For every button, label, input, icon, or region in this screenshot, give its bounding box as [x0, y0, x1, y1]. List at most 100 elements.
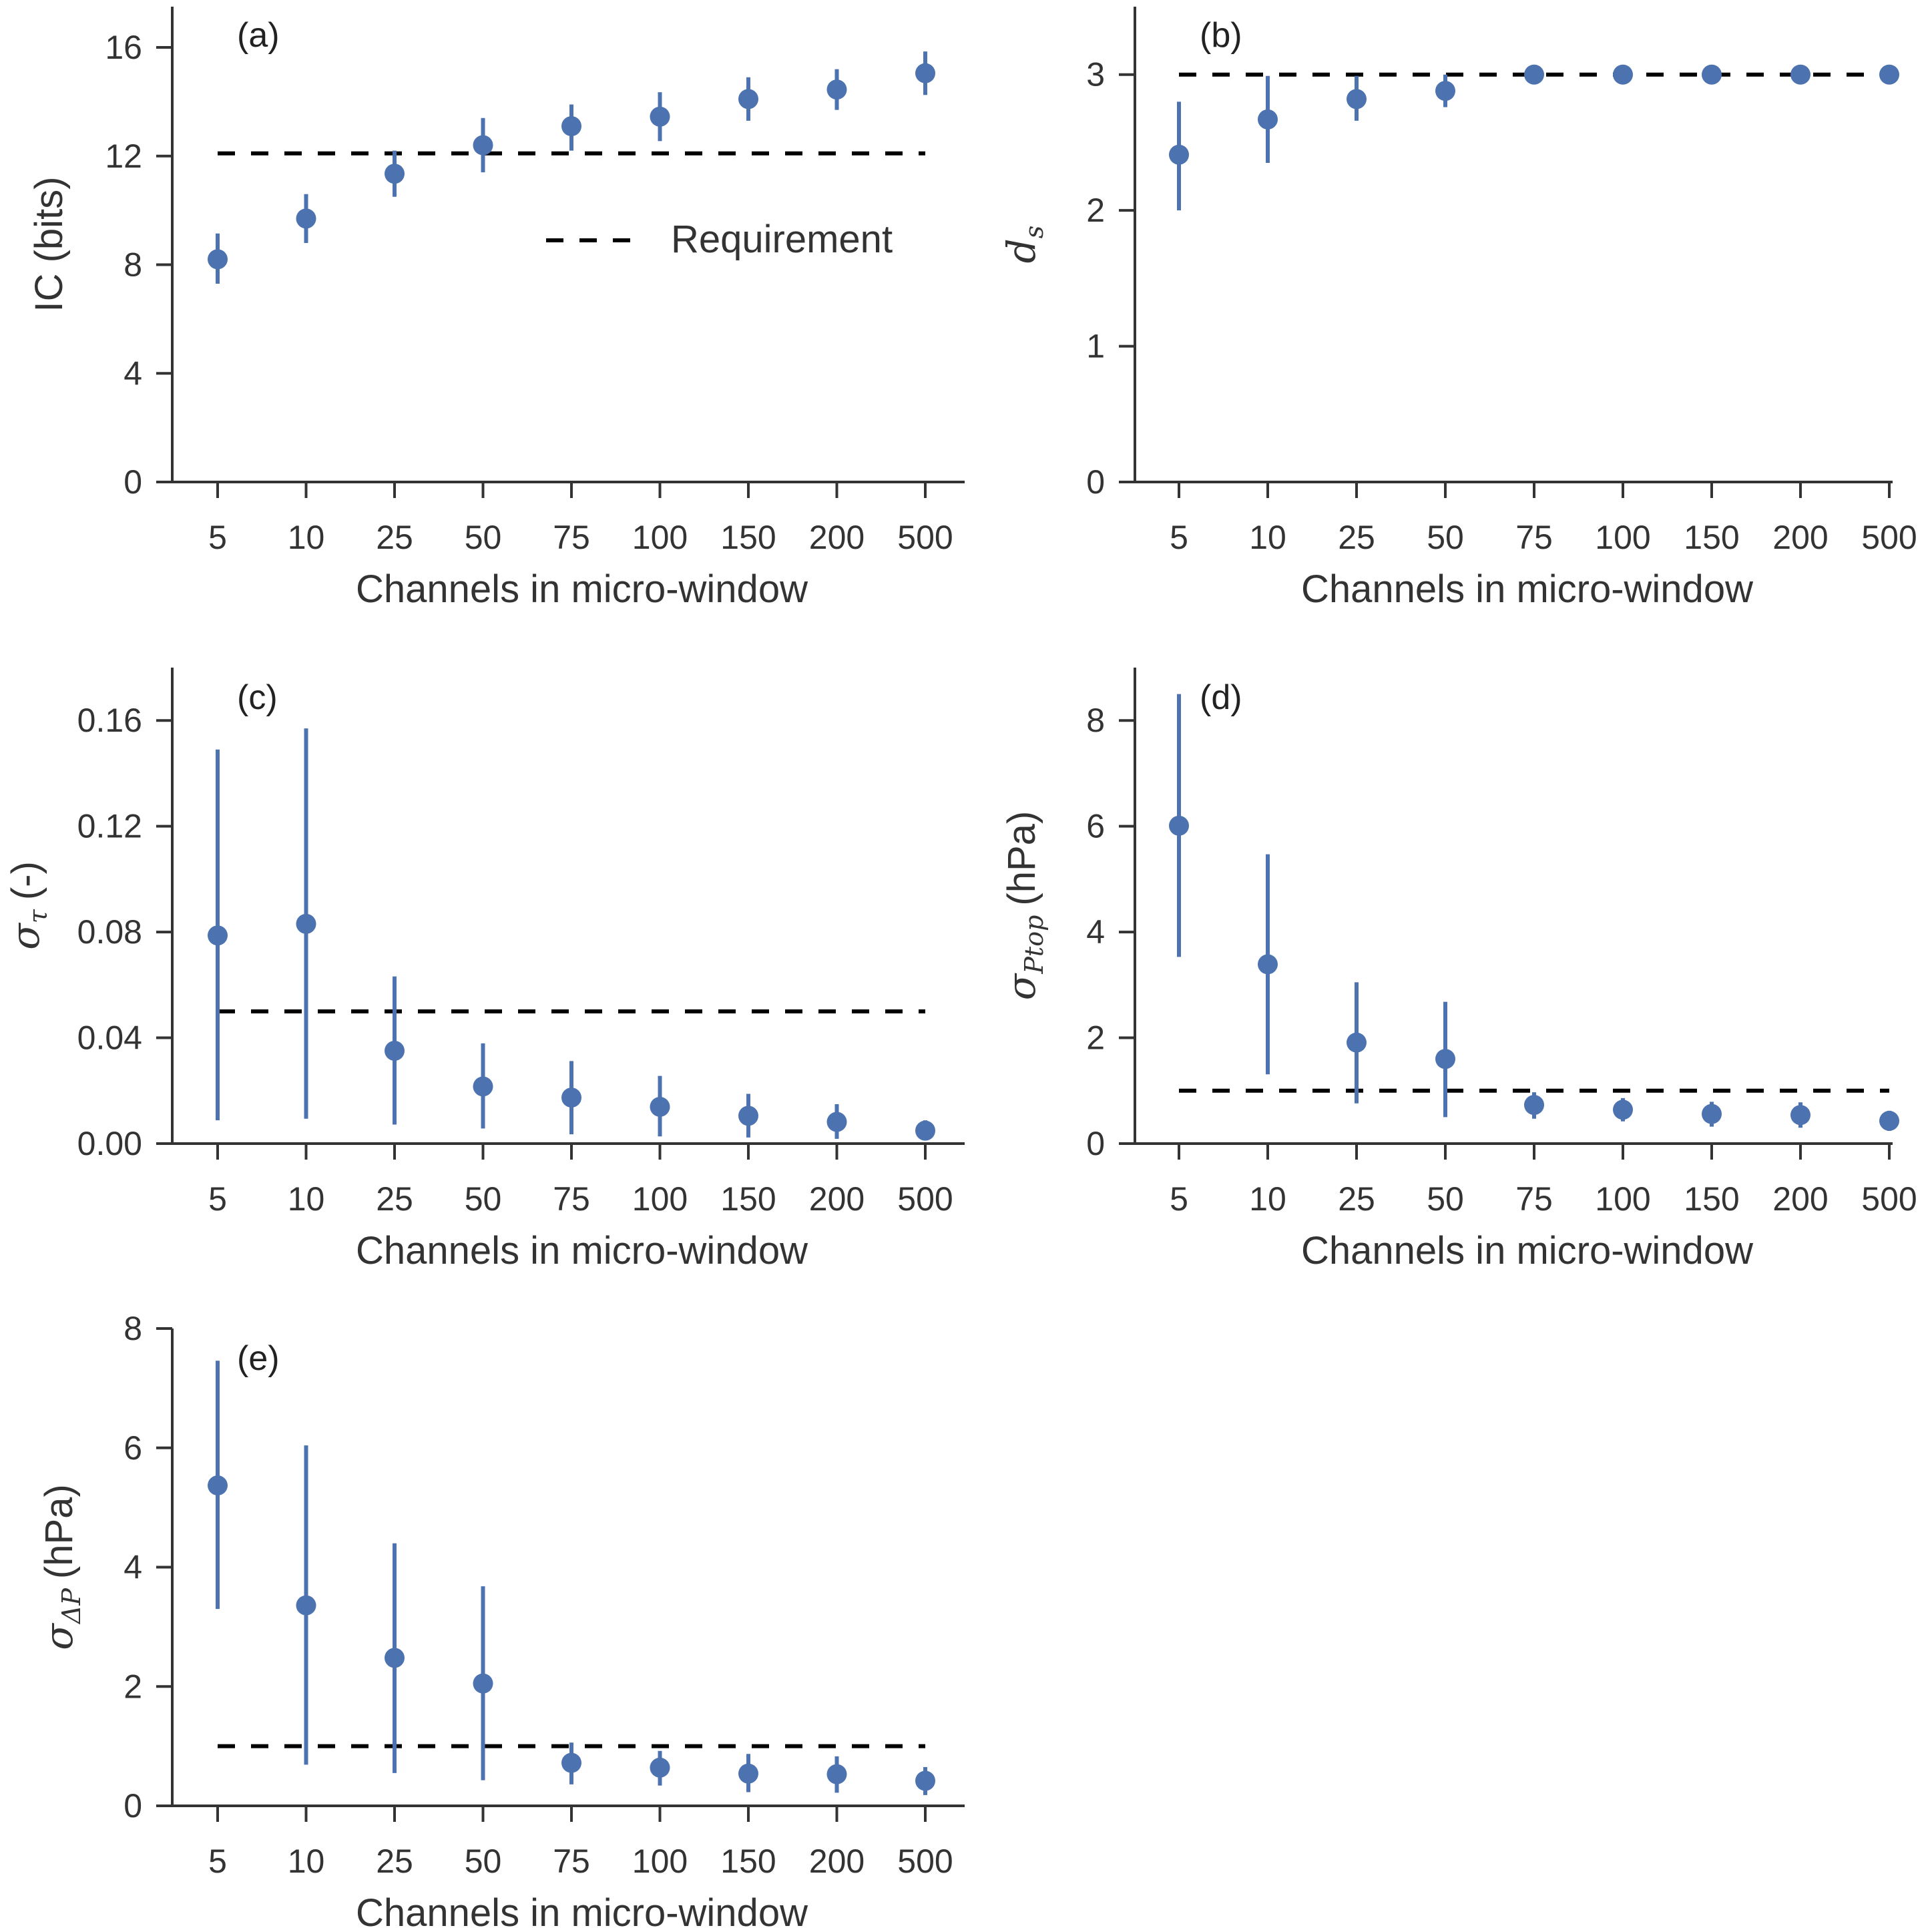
panel-label: (a) [237, 16, 280, 55]
data-point [738, 1763, 758, 1784]
x-tick-label: 25 [376, 1180, 413, 1218]
data-point [650, 106, 670, 127]
x-tick-label: 150 [1684, 1180, 1739, 1218]
data-point [1613, 64, 1633, 85]
y-tick-label: 0 [1086, 463, 1105, 501]
data-point [1169, 815, 1189, 836]
data-point [561, 1752, 581, 1773]
y-axis-label-unit: (hPa) [1000, 811, 1043, 906]
x-tick-label: 200 [809, 519, 865, 556]
x-tick-label: 25 [376, 519, 413, 556]
panel-label: (d) [1200, 678, 1242, 717]
x-tick-label: 75 [1515, 519, 1553, 556]
x-tick-label: 75 [553, 519, 590, 556]
data-point [561, 1088, 581, 1108]
data-point [915, 1120, 935, 1141]
data-point [208, 925, 228, 946]
y-tick-label: 0 [124, 463, 142, 501]
data-point [385, 1040, 405, 1061]
y-tick-label: 8 [1086, 702, 1105, 739]
x-tick-label: 100 [632, 1180, 688, 1218]
y-tick-label: 2 [1086, 192, 1105, 229]
x-tick-label: 10 [1249, 1180, 1286, 1218]
data-point [208, 1475, 228, 1496]
legend-requirement-label: Requirement [671, 218, 893, 261]
y-tick-label: 0.12 [77, 808, 142, 845]
data-point [385, 1648, 405, 1668]
x-tick-label: 50 [465, 1180, 502, 1218]
data-point [1524, 1095, 1544, 1116]
x-tick-label: 150 [720, 1843, 776, 1880]
data-point [1258, 954, 1278, 975]
data-point [915, 1770, 935, 1791]
x-tick-label: 100 [1595, 1180, 1650, 1218]
y-axis-label-symbol: d [999, 238, 1044, 263]
y-tick-label: 0 [124, 1787, 142, 1825]
data-point [1347, 89, 1367, 109]
x-tick-label: 200 [809, 1180, 865, 1218]
y-axis-label-subscript: ΔP [57, 1588, 86, 1625]
data-point [826, 79, 847, 100]
x-tick-label: 150 [720, 519, 776, 556]
y-axis-label: IC (bits) [27, 177, 71, 312]
data-point [826, 1112, 847, 1132]
panel-label: (e) [237, 1339, 280, 1378]
data-point [296, 1595, 316, 1616]
data-point [650, 1096, 670, 1117]
x-tick-label: 10 [1249, 519, 1286, 556]
y-axis-label-symbol: σ [999, 973, 1044, 1000]
y-tick-label: 8 [124, 1310, 142, 1347]
panel-c: 0.00 0.04 0.08 0.12 0.16 5 10 25 50 75 100 150 200 50… [3, 668, 965, 1272]
y-tick-label: 3 [1086, 56, 1105, 93]
y-tick-label: 4 [1086, 913, 1105, 951]
data-point [1435, 1049, 1455, 1069]
x-axis-label: Channels in micro-window [1301, 1229, 1754, 1272]
x-tick-label: 500 [897, 1180, 953, 1218]
x-tick-label: 5 [208, 1180, 227, 1218]
y-axis-label: στ (-) [3, 861, 53, 950]
y-tick-label: 16 [105, 29, 142, 66]
x-tick-label: 50 [465, 519, 502, 556]
y-axis-label-symbol: σ [36, 1623, 81, 1650]
x-axis-label: Channels in micro-window [356, 1229, 808, 1272]
y-axis-label-subscript: τ [23, 909, 53, 923]
x-tick-label: 10 [288, 519, 325, 556]
x-tick-label: 10 [288, 1843, 325, 1880]
x-tick-label: 5 [1170, 1180, 1188, 1218]
y-tick-label: 0.00 [77, 1125, 142, 1162]
y-tick-label: 6 [124, 1429, 142, 1467]
x-tick-label: 75 [553, 1843, 590, 1880]
data-point [1790, 64, 1810, 85]
y-tick-label: 2 [1086, 1019, 1105, 1057]
y-axis-label: σΔP (hPa) [36, 1484, 86, 1650]
y-tick-label: 0 [1086, 1125, 1105, 1162]
y-tick-label: 12 [105, 138, 142, 175]
y-tick-label: 0.04 [77, 1019, 142, 1057]
data-point [1524, 64, 1544, 85]
x-tick-label: 150 [1684, 519, 1739, 556]
panel-e: 0 2 4 6 8 5 10 25 50 75 100 150 200 500 Channels in mi… [36, 1310, 965, 1928]
x-tick-label: 150 [720, 1180, 776, 1218]
data-point [385, 164, 405, 184]
x-tick-label: 500 [897, 519, 953, 556]
x-tick-label: 200 [1772, 1180, 1828, 1218]
x-tick-label: 200 [809, 1843, 865, 1880]
legend: Requirement [546, 218, 893, 261]
x-tick-label: 100 [632, 519, 688, 556]
panel-a: 0 4 8 12 16 5 10 25 50 75 100 150 200 500 Channels in … [27, 7, 965, 611]
y-tick-label: 0.16 [77, 702, 142, 739]
panel-label: (b) [1200, 16, 1242, 55]
data-point [650, 1757, 670, 1778]
y-tick-label: 0.08 [77, 913, 142, 951]
x-axis-label: Channels in micro-window [1301, 567, 1754, 611]
data-point [1790, 1105, 1810, 1126]
panel-label: (c) [237, 678, 278, 717]
y-axis-label: σPtop (hPa) [999, 811, 1049, 1000]
y-tick-label: 1 [1086, 328, 1105, 365]
x-tick-label: 100 [1595, 519, 1650, 556]
data-point [208, 249, 228, 270]
x-tick-label: 5 [208, 519, 227, 556]
y-axis-label-subscript: Ptop [1019, 915, 1049, 975]
panel-b: 0 1 2 3 5 10 25 50 75 100 150 200 500 Channels in mic… [999, 7, 1917, 611]
x-tick-label: 25 [376, 1843, 413, 1880]
